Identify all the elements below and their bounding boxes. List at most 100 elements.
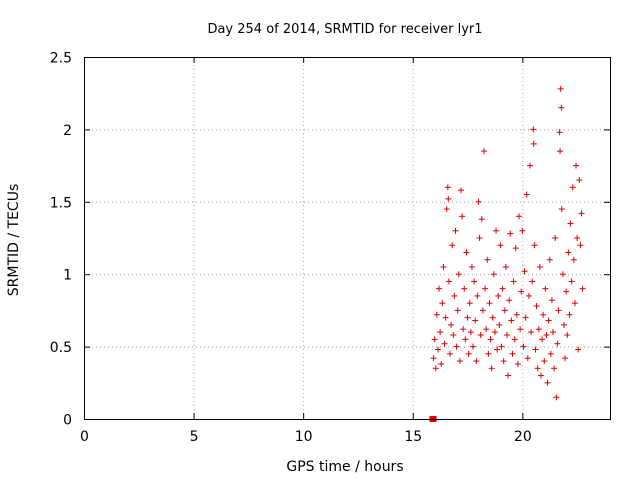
- data-point-marker: [434, 346, 441, 353]
- data-point-marker: [487, 336, 494, 343]
- data-point-marker: [558, 206, 565, 213]
- data-point-marker: [573, 162, 580, 169]
- data-point-marker: [513, 311, 520, 318]
- data-point-marker: [552, 235, 559, 241]
- data-point-marker: [445, 278, 452, 285]
- x-tick-label: 0: [80, 429, 89, 445]
- data-point-marker: [529, 278, 536, 285]
- data-point-marker: [524, 355, 531, 362]
- data-point-marker: [507, 230, 514, 237]
- data-point-marker: [477, 332, 484, 339]
- data-point-marker: [493, 227, 500, 234]
- data-point-marker: [563, 288, 570, 295]
- data-point-marker: [528, 329, 535, 336]
- data-point-marker: [501, 307, 508, 314]
- data-point-marker: [553, 394, 560, 401]
- data-point-marker: [479, 307, 486, 314]
- data-point-marker: [542, 285, 549, 292]
- data-point-marker: [557, 85, 564, 92]
- grid: [84, 57, 610, 419]
- data-point-marker: [485, 350, 492, 357]
- data-point-marker: [540, 311, 547, 318]
- data-point-marker: [498, 343, 505, 350]
- data-point-marker: [442, 314, 449, 321]
- data-point-marker: [530, 140, 537, 147]
- data-point-marker: [466, 300, 473, 307]
- data-point-marker: [449, 242, 456, 249]
- chart-title: Day 254 of 2014, SRMTID for receiver lyr…: [207, 22, 482, 37]
- data-point-marker: [546, 256, 553, 263]
- data-point-marker: [516, 213, 523, 220]
- data-point-marker: [574, 235, 581, 241]
- data-point-marker: [454, 307, 461, 314]
- data-point-marker: [483, 326, 490, 333]
- data-point-marker: [480, 148, 487, 155]
- data-point-marker: [520, 343, 527, 350]
- x-tick-label: 20: [514, 429, 532, 445]
- y-tick-label: 2: [63, 123, 72, 139]
- y-tick-label: 0.5: [50, 340, 72, 356]
- data-point-marker: [444, 184, 451, 191]
- data-point-marker: [568, 278, 575, 285]
- data-point-marker: [514, 360, 521, 367]
- data-point-marker: [575, 346, 582, 353]
- data-point-marker: [431, 336, 438, 343]
- data-point-marker: [488, 365, 495, 372]
- data-point-marker: [523, 191, 530, 198]
- data-point-marker: [500, 358, 507, 365]
- data-point-marker: [533, 303, 540, 310]
- data-point-marker: [448, 321, 455, 328]
- data-point-marker: [452, 227, 459, 234]
- data-point-marker: [522, 314, 529, 321]
- data-point-marker: [437, 329, 444, 336]
- data-point-marker: [460, 326, 467, 333]
- data-point-marker: [445, 195, 452, 202]
- data-point-marker: [505, 372, 512, 379]
- data-point-marker: [441, 340, 448, 347]
- data-points: [429, 85, 586, 422]
- data-point-marker: [558, 104, 565, 111]
- data-point-marker: [544, 379, 551, 386]
- data-point-marker: [562, 355, 569, 362]
- data-point-marker: [571, 300, 578, 307]
- data-point-marker: [551, 365, 558, 372]
- axis-ticks: 0 5 10 15 20 0 0.5 1 1.5 2 2.5: [50, 51, 610, 445]
- data-point-marker: [511, 336, 518, 343]
- data-point-marker: [534, 365, 541, 372]
- data-point-marker: [473, 358, 480, 365]
- data-point-marker: [569, 184, 576, 191]
- data-point-marker: [536, 263, 543, 270]
- y-tick-label: 1.5: [50, 195, 72, 211]
- data-point-marker: [465, 350, 472, 357]
- data-point-marker: [547, 350, 554, 357]
- data-point-marker: [554, 340, 561, 347]
- x-tick-label: 5: [190, 429, 199, 445]
- data-point-marker: [525, 292, 532, 299]
- data-point-marker: [556, 129, 563, 136]
- data-point-marker: [531, 242, 538, 249]
- data-point-marker: [482, 285, 489, 292]
- data-point-marker: [491, 329, 498, 336]
- data-point-marker: [548, 297, 555, 304]
- y-tick-label: 2.5: [50, 51, 72, 67]
- data-point-marker: [494, 346, 501, 353]
- data-point-marker: [438, 360, 445, 367]
- x-tick-label: 10: [295, 429, 313, 445]
- data-point-marker: [517, 326, 524, 333]
- y-axis-label: SRMTID / TECUs: [6, 184, 22, 297]
- data-point-marker: [560, 321, 567, 328]
- data-point-marker: [470, 343, 477, 350]
- data-point-marker: [457, 187, 464, 194]
- data-point-marker: [462, 336, 469, 343]
- data-point-marker: [430, 355, 437, 362]
- data-point-marker: [455, 271, 462, 278]
- data-point-marker: [555, 307, 562, 314]
- data-point-marker: [450, 332, 457, 339]
- data-point-marker: [499, 285, 506, 292]
- data-point-marker: [468, 263, 475, 270]
- data-point-marker: [464, 314, 471, 321]
- data-point-marker: [439, 300, 446, 307]
- data-point-marker: [495, 292, 502, 299]
- data-point-marker: [541, 358, 548, 365]
- data-point-marker: [478, 216, 485, 223]
